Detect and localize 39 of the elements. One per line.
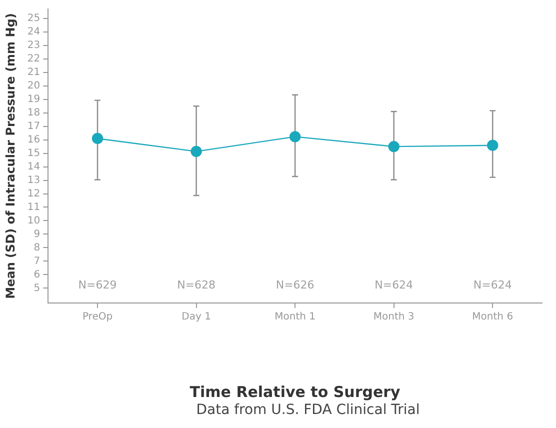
y-axis-title: Mean (SD) of Intracular Pressure (mm Hg) bbox=[3, 13, 18, 299]
y-tick-label: 21 bbox=[27, 66, 40, 78]
x-tick-label: PreOp bbox=[82, 312, 113, 323]
point bbox=[190, 146, 202, 158]
point bbox=[487, 140, 498, 151]
x-tick-label: Month 1 bbox=[274, 312, 316, 323]
y-tick-label: 22 bbox=[27, 53, 40, 64]
text: Data from U.S. FDA Clinical Trial bbox=[195, 402, 421, 418]
y-tick-label: 19 bbox=[27, 94, 40, 105]
y-tick-label: 18 bbox=[27, 107, 40, 118]
point bbox=[92, 132, 104, 144]
y-tick-label: 7 bbox=[34, 256, 40, 267]
y-tick-label: 25 bbox=[27, 13, 40, 24]
annotation: N=628 bbox=[177, 278, 216, 292]
y-tick-label: 12 bbox=[27, 188, 40, 200]
y-tick-label: 14 bbox=[27, 161, 40, 172]
y-tick-label: 8 bbox=[34, 242, 40, 254]
annotation: N=624 bbox=[374, 278, 414, 292]
y-tick-label: 13 bbox=[27, 174, 40, 186]
y-tick-label: 16 bbox=[27, 134, 40, 146]
y-tick-label: 20 bbox=[27, 80, 40, 92]
y-tick-label: 17 bbox=[27, 120, 40, 132]
y-tick-label: 10 bbox=[27, 215, 40, 226]
annotation: N=624 bbox=[473, 278, 512, 292]
y-tick-label: 15 bbox=[27, 148, 40, 159]
y-tick-label: 6 bbox=[34, 269, 40, 280]
point bbox=[388, 140, 400, 152]
y-tick-label: 9 bbox=[34, 228, 40, 240]
x-axis-title: Time Relative to Surgery bbox=[190, 382, 401, 401]
x-tick-label: Day 1 bbox=[182, 312, 211, 323]
x-tick-label: Month 6 bbox=[472, 312, 514, 323]
annotation: N=626 bbox=[276, 278, 314, 292]
annotation: N=629 bbox=[78, 278, 117, 292]
y-tick-label: 24 bbox=[27, 26, 40, 38]
point bbox=[289, 131, 301, 142]
x-tick-label: Month 3 bbox=[373, 312, 414, 323]
y-tick-label: 5 bbox=[34, 282, 40, 294]
y-tick-label: 23 bbox=[27, 40, 40, 52]
y-tick-label: 11 bbox=[27, 202, 40, 213]
